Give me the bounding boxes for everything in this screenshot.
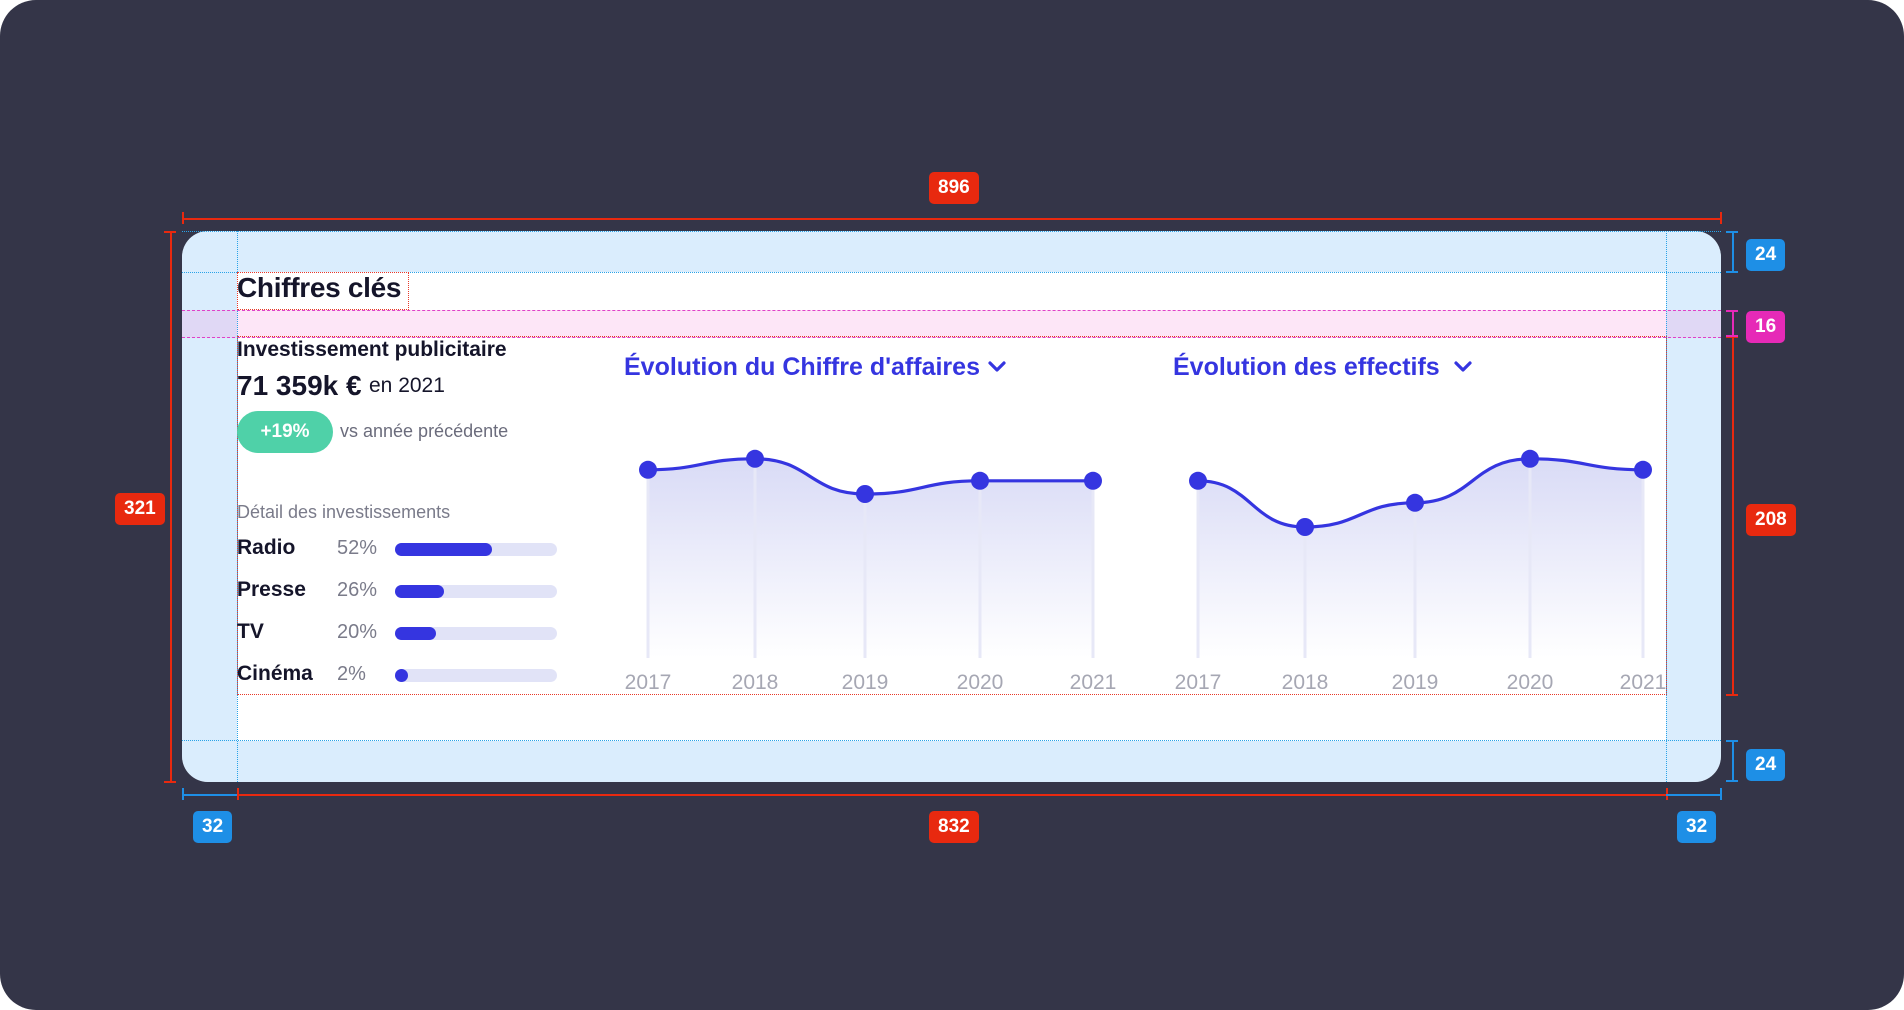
data-point[interactable] (856, 485, 874, 503)
total-width-tag: 896 (929, 172, 979, 204)
breakdown-bar-fill (395, 543, 492, 556)
detail-title: Détail des investissements (237, 502, 451, 522)
data-point[interactable] (639, 460, 657, 479)
growth-caption: vs année précédente (340, 421, 509, 441)
breakdown-label: TV (237, 620, 264, 643)
measure-cap (1726, 694, 1738, 696)
revenue-chart: 2017 2018 2019 2020 2021 (625, 449, 1117, 694)
measure-cap (1726, 231, 1738, 233)
breakdown-bar-track (395, 669, 557, 682)
measure-line (237, 794, 1667, 796)
gap-overlay (182, 310, 1721, 338)
data-point[interactable] (746, 449, 764, 468)
headcount-chart-title[interactable]: Évolution des effectifs (1173, 353, 1440, 381)
content-height-tag: 208 (1746, 504, 1796, 536)
x-tick-label: 2020 (957, 671, 1004, 694)
gap-tag: 16 (1746, 311, 1786, 343)
breakdown-percent: 52% (337, 537, 378, 559)
data-point[interactable] (971, 471, 989, 490)
content-outline (237, 336, 1667, 695)
x-tick-label: 2018 (732, 671, 779, 694)
measure-line (1666, 794, 1721, 796)
data-point[interactable] (1296, 518, 1314, 536)
data-point[interactable] (1521, 449, 1539, 468)
padding-top-overlay (182, 231, 1721, 272)
measure-cap (182, 788, 184, 800)
measure-cap (1726, 780, 1738, 782)
investment-year: en 2021 (369, 374, 445, 397)
padding-bottom-overlay (182, 741, 1721, 782)
padding-right-tag: 32 (1677, 811, 1717, 843)
breakdown-label: Radio (237, 536, 296, 559)
x-tick-label: 2019 (842, 671, 889, 694)
padding-left-tag: 32 (193, 811, 233, 843)
measure-line (182, 794, 237, 796)
investment-value: 71 359k € (237, 370, 362, 401)
x-tick-label: 2018 (1282, 671, 1329, 694)
x-tick-label: 2020 (1507, 671, 1554, 694)
padding-right-overlay (1666, 272, 1721, 741)
breakdown-bar-fill (395, 669, 408, 682)
data-point[interactable] (1406, 493, 1424, 512)
measure-line (1732, 740, 1734, 781)
breakdown-bar-track (395, 627, 557, 640)
guide-line (182, 231, 1721, 232)
x-tick-label: 2017 (1175, 671, 1222, 694)
measure-cap (1720, 212, 1722, 224)
chevron-down-icon[interactable] (1453, 360, 1473, 374)
data-point[interactable] (1189, 471, 1207, 490)
breakdown-percent: 20% (337, 621, 378, 643)
measure-line (1732, 336, 1734, 695)
headcount-chart: 2017 2018 2019 2020 2021 (1175, 449, 1667, 694)
breakdown-bar-fill (395, 627, 436, 640)
breakdown-percent: 2% (337, 663, 366, 685)
breakdown-bar-track (395, 543, 557, 556)
measure-cap (1726, 335, 1738, 337)
area-fill (1198, 458, 1643, 658)
x-tick-label: 2021 (1620, 671, 1667, 694)
measure-line (170, 231, 172, 782)
x-tick-label: 2019 (1392, 671, 1439, 694)
guide-line (182, 740, 1721, 741)
measure-cap (182, 212, 184, 224)
measure-cap (1726, 271, 1738, 273)
padding-top-tag: 24 (1746, 239, 1786, 271)
measure-cap (164, 231, 176, 233)
breakdown-label: Cinéma (237, 662, 313, 685)
measure-line (1732, 231, 1734, 272)
measure-line (182, 218, 1721, 220)
investment-title: Investissement publicitaire (237, 338, 507, 361)
data-point[interactable] (1084, 471, 1102, 490)
padding-left-overlay (182, 272, 237, 741)
padding-bottom-tag: 24 (1746, 749, 1786, 781)
x-tick-label: 2021 (1070, 671, 1117, 694)
guide-line (182, 272, 1721, 273)
chevron-down-icon[interactable] (987, 360, 1007, 374)
total-height-tag: 321 (115, 493, 165, 525)
measure-cap (1726, 740, 1738, 742)
measure-cap (1720, 788, 1722, 800)
breakdown-label: Presse (237, 578, 306, 601)
measure-line (1732, 310, 1734, 336)
data-point[interactable] (1634, 460, 1652, 479)
measure-cap (164, 781, 176, 783)
title-outline (237, 272, 409, 310)
growth-badge: +19% (237, 411, 333, 453)
revenue-chart-title[interactable]: Évolution du Chiffre d'affaires (624, 353, 980, 381)
measure-cap (237, 788, 239, 800)
x-tick-label: 2017 (625, 671, 672, 694)
card-title: Chiffres clés (237, 272, 402, 303)
area-fill (648, 458, 1093, 658)
content-width-tag: 832 (929, 811, 979, 843)
breakdown-percent: 26% (337, 579, 378, 601)
measure-cap (1726, 336, 1738, 338)
measure-cap (1726, 310, 1738, 312)
breakdown-bar-fill (395, 585, 444, 598)
breakdown-bar-track (395, 585, 557, 598)
